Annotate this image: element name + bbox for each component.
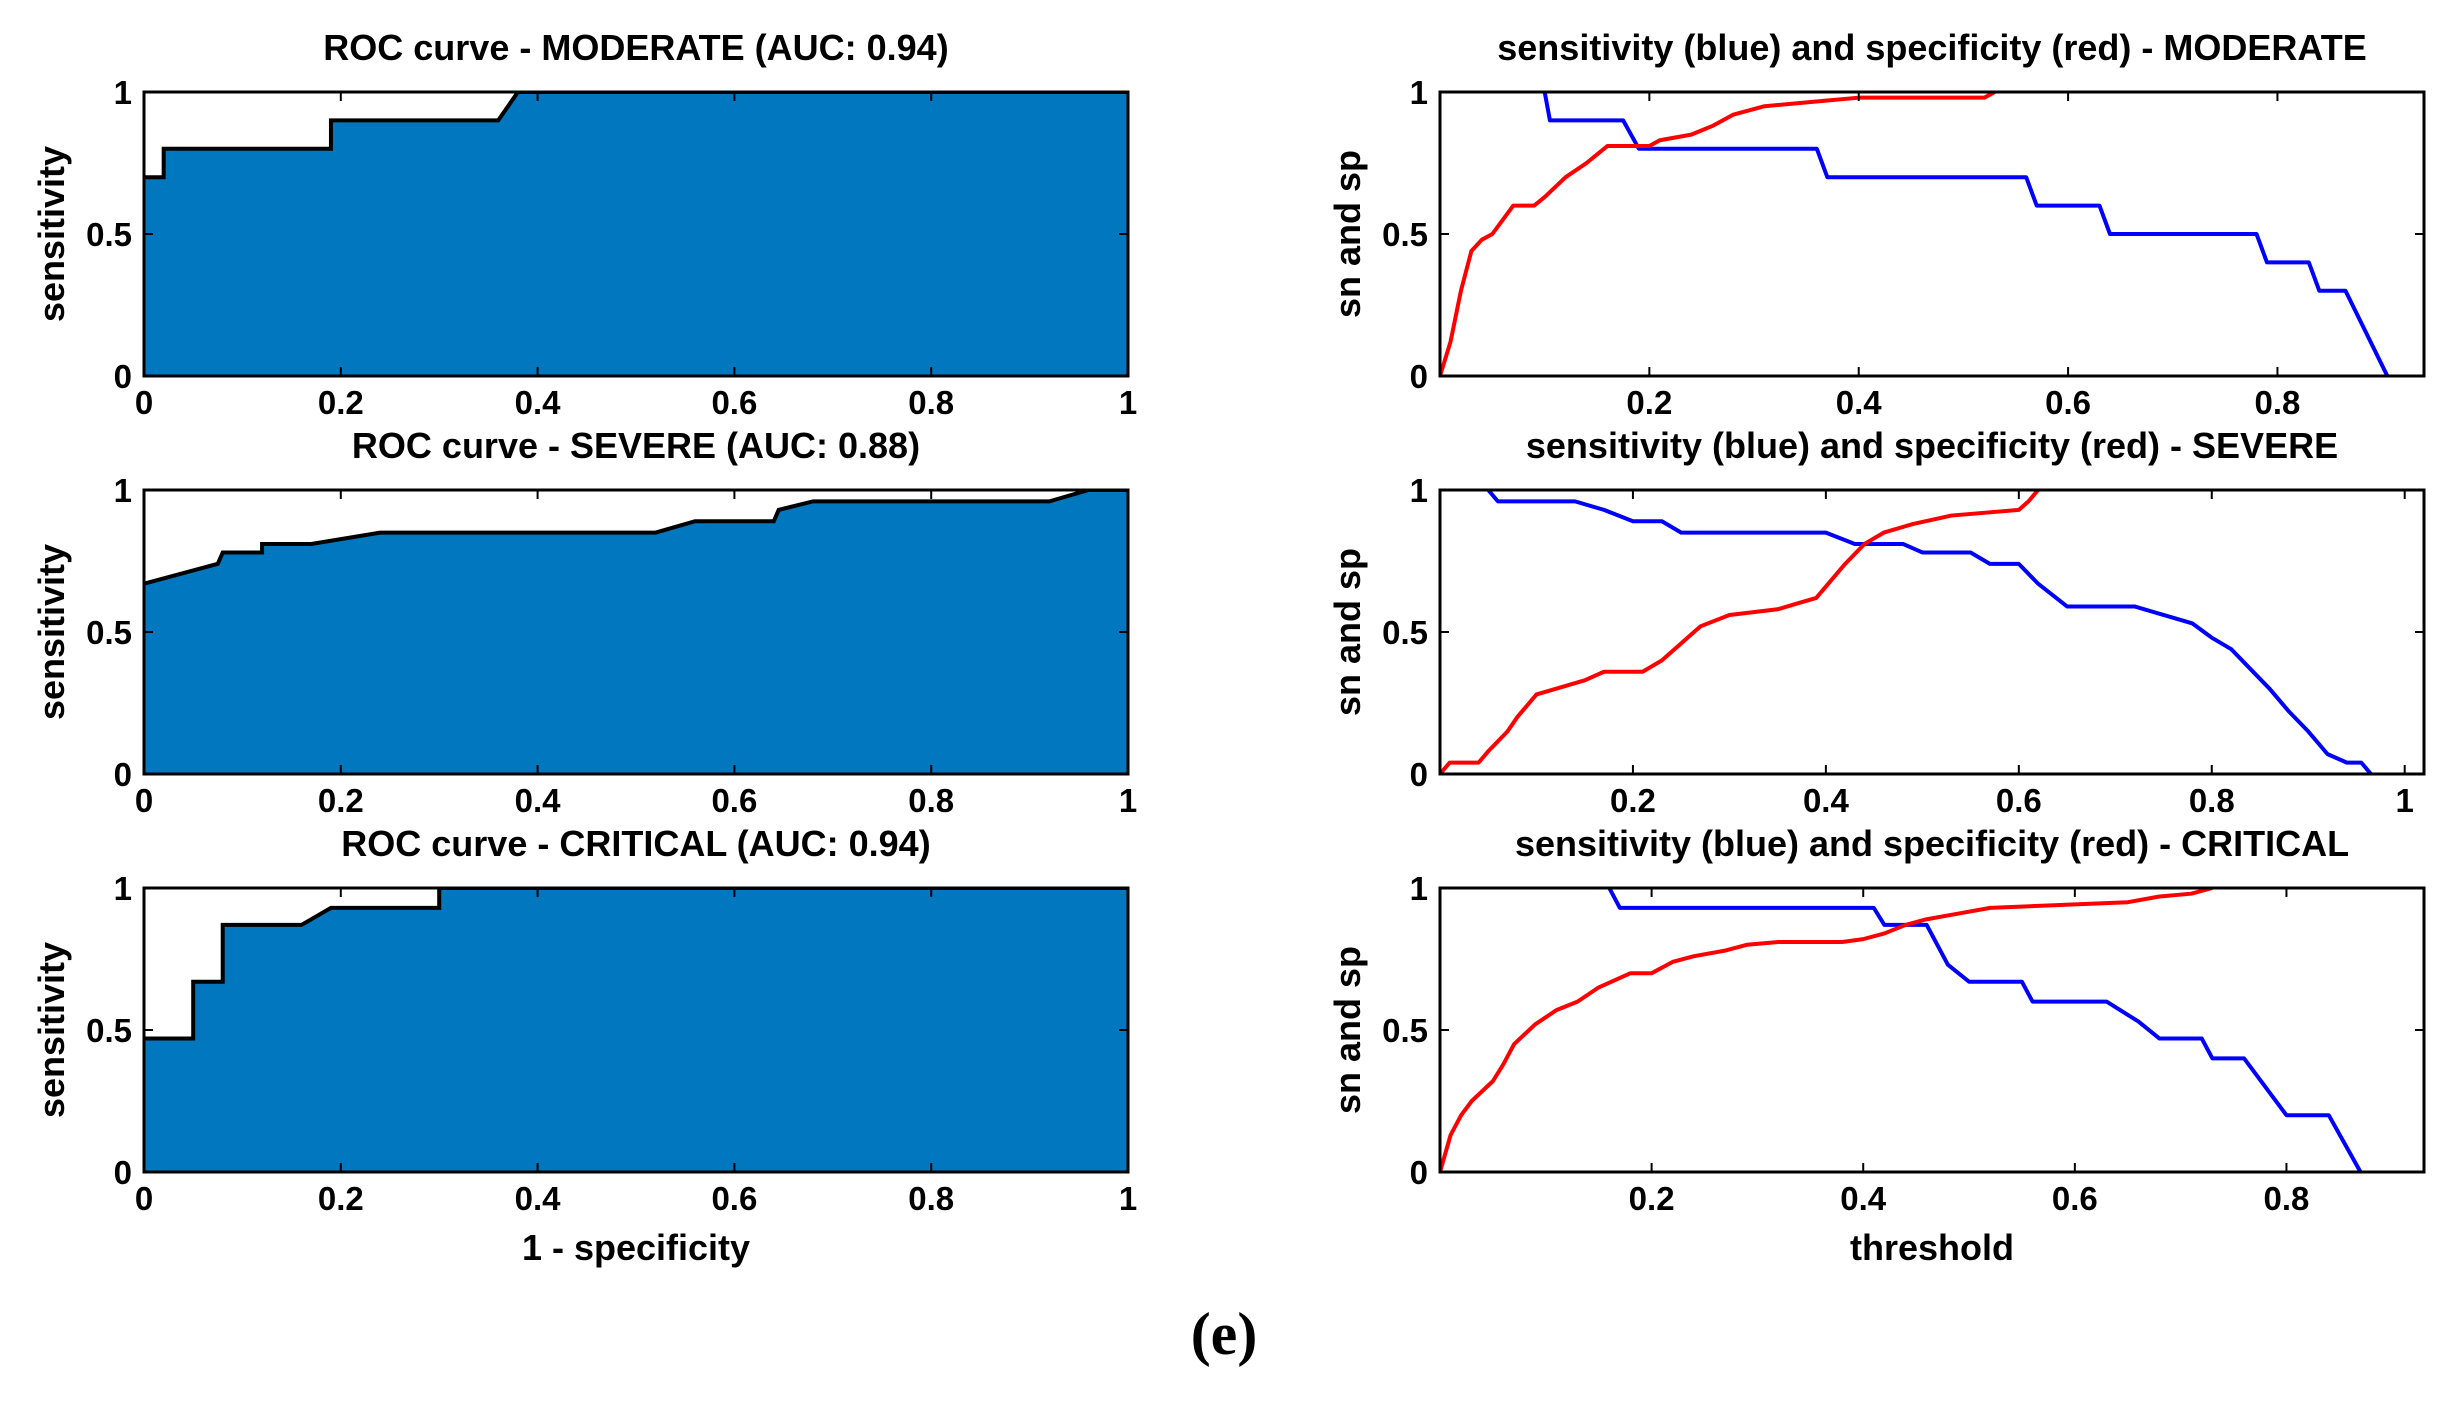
specificity-line (1440, 92, 1996, 376)
x-tick-label: 1 (1119, 384, 1137, 421)
x-tick-label: 0.4 (1840, 1180, 1887, 1217)
x-tick-label: 0.6 (711, 384, 757, 421)
plot-area (1440, 490, 2424, 774)
y-tick-label: 1 (1410, 472, 1428, 509)
y-tick-label: 1 (114, 74, 132, 111)
x-tick-label: 1 (2396, 782, 2414, 819)
y-axis-label: sn and sp (1327, 150, 1368, 318)
y-tick-label: 0 (114, 756, 132, 793)
y-tick-label: 0 (114, 358, 132, 395)
roc-area (144, 92, 1128, 376)
x-tick-label: 0.8 (2264, 1180, 2310, 1217)
y-tick-label: 0.5 (1382, 1012, 1428, 1049)
chart-title: sensitivity (blue) and specificity (red)… (1526, 425, 2338, 466)
y-tick-label: 1 (114, 472, 132, 509)
x-tick-label: 0.2 (318, 1180, 364, 1217)
x-tick-label: 0 (135, 384, 153, 421)
y-tick-label: 0 (1410, 358, 1428, 395)
y-tick-label: 1 (1410, 74, 1428, 111)
chart-title: sensitivity (blue) and specificity (red)… (1497, 27, 2366, 68)
x-tick-label: 0.4 (515, 1180, 562, 1217)
y-axis-label: sensitivity (31, 146, 72, 322)
specificity-line (1440, 490, 2040, 774)
x-tick-label: 0.8 (2255, 384, 2301, 421)
plot-area (1440, 92, 2424, 376)
y-axis-label: sensitivity (31, 942, 72, 1118)
sensitivity-line (1607, 888, 2363, 1172)
x-axis-label: 1 - specificity (522, 1227, 750, 1268)
sn-sp-critical-chart: 0.2 0.4 0.6 0.8 0 0.5 1 sensitivity (blue) and … (1327, 823, 2426, 1268)
x-tick-label: 0.4 (515, 384, 562, 421)
sn-sp-severe-chart: 0.2 0.4 0.6 0.8 1 0 0.5 1 sensitivity (blue) and… (1327, 425, 2426, 819)
x-tick-label: 0.6 (2045, 384, 2091, 421)
x-tick-label: 0 (135, 782, 153, 819)
specificity-line (1440, 888, 2213, 1172)
y-axis-label: sensitivity (31, 544, 72, 720)
y-tick-label: 0.5 (86, 1012, 132, 1049)
x-tick-label: 0.4 (1836, 384, 1883, 421)
x-tick-label: 1 (1119, 1180, 1137, 1217)
x-tick-label: 0.6 (711, 1180, 757, 1217)
x-tick-label: 0.4 (1803, 782, 1850, 819)
x-tick-label: 0.6 (1996, 782, 2042, 819)
roc-curve-line (144, 490, 1128, 586)
roc-curve-line (144, 888, 1128, 1041)
x-tick-label: 0.2 (1626, 384, 1672, 421)
x-tick-label: 0.8 (2189, 782, 2235, 819)
roc-area (144, 490, 1128, 774)
x-tick-label: 0.2 (1629, 1180, 1675, 1217)
x-tick-label: 0.8 (908, 782, 954, 819)
chart-title: ROC curve - SEVERE (AUC: 0.88) (352, 425, 920, 466)
x-tick-label: 0.2 (318, 782, 364, 819)
x-tick-label: 0.4 (515, 782, 562, 819)
chart-title: ROC curve - MODERATE (AUC: 0.94) (323, 27, 948, 68)
y-axis-label: sn and sp (1327, 946, 1368, 1114)
x-tick-label: 1 (1119, 782, 1137, 819)
roc-area (144, 888, 1128, 1172)
roc-severe-chart: 0 0.2 0.4 0.6 0.8 1 0 0.5 1 ROC curve - SEVERE (A… (31, 425, 1137, 819)
x-tick-label: 0.8 (908, 1180, 954, 1217)
y-tick-label: 0.5 (86, 614, 132, 651)
x-tick-label: 0.8 (908, 384, 954, 421)
y-tick-label: 0 (114, 1154, 132, 1191)
y-tick-label: 1 (1410, 870, 1428, 907)
y-axis-label: sn and sp (1327, 548, 1368, 716)
panel-caption: (e) (1190, 1301, 1258, 1367)
y-tick-label: 1 (114, 870, 132, 907)
x-tick-label: 0.6 (711, 782, 757, 819)
roc-moderate-chart: 0 0.2 0.4 0.6 0.8 1 0 0.5 1 ROC curve - MODERATE … (31, 27, 1137, 421)
y-tick-label: 0.5 (1382, 614, 1428, 651)
y-tick-label: 0.5 (1382, 216, 1428, 253)
x-tick-label: 0.2 (1610, 782, 1656, 819)
sensitivity-line (1542, 92, 2390, 376)
y-tick-label: 0.5 (86, 216, 132, 253)
y-tick-label: 0 (1410, 1154, 1428, 1191)
sensitivity-line (1486, 490, 2373, 774)
x-tick-label: 0.2 (318, 384, 364, 421)
plot-area (1440, 888, 2424, 1172)
roc-critical-chart: 0 0.2 0.4 0.6 0.8 1 0 0.5 1 ROC curve - CRITICAL … (31, 823, 1137, 1268)
roc-curve-line (144, 92, 1128, 180)
sn-sp-moderate-chart: 0.2 0.4 0.6 0.8 0 0.5 1 sensitivity (blue) and … (1327, 27, 2426, 421)
y-tick-label: 0 (1410, 756, 1428, 793)
x-tick-label: 0 (135, 1180, 153, 1217)
x-tick-label: 0.6 (2052, 1180, 2098, 1217)
x-axis-label: threshold (1850, 1227, 2014, 1268)
chart-title: sensitivity (blue) and specificity (red)… (1515, 823, 2349, 864)
chart-title: ROC curve - CRITICAL (AUC: 0.94) (341, 823, 930, 864)
